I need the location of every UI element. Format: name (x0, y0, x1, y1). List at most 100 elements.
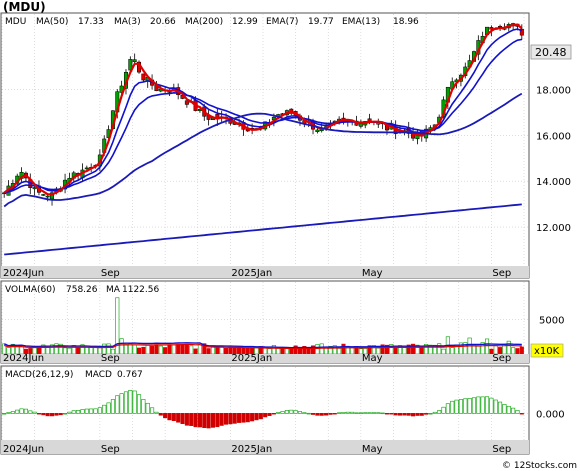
candle-body (84, 167, 89, 170)
macd-bar (202, 413, 207, 428)
last-price-box (530, 44, 572, 60)
macd-bar (332, 413, 337, 415)
volume-ma-line (3, 342, 522, 349)
volume-bar (419, 346, 424, 355)
macd-bar (193, 413, 198, 428)
macd-bar (210, 413, 216, 428)
macd-bar (167, 413, 172, 421)
ma200-line (4, 203, 522, 256)
volume-bar (136, 347, 142, 355)
macd-bar (297, 411, 303, 414)
price-tick-label: 18.000 (536, 86, 571, 97)
volume-bar (145, 344, 150, 355)
macd-bar (358, 412, 363, 414)
macd-bar (310, 413, 316, 415)
x-axis-band (1, 266, 529, 278)
legend-ma3-label: MA(3) (114, 17, 141, 27)
macd-bar (228, 413, 233, 425)
macd-bar (437, 410, 442, 414)
volume-bar (163, 347, 168, 355)
macd-bar (428, 413, 433, 415)
macd-bar (389, 413, 394, 415)
macd-bar (506, 405, 511, 414)
candle-body (41, 194, 46, 196)
legend-ma200-value: 12.99 (232, 17, 258, 27)
candle-body (519, 28, 524, 36)
macd-bar (471, 397, 477, 414)
legend-macd-label: MACD (85, 370, 112, 380)
price-tick-label: 12.000 (536, 223, 571, 234)
price-tick-label: 14.000 (536, 177, 571, 188)
macd-bar (367, 412, 372, 414)
macd-bar (393, 413, 398, 416)
macd-bar (397, 413, 403, 416)
volma-line (4, 343, 522, 350)
volume-bar (158, 345, 163, 355)
legend-ma3-value: 20.66 (150, 17, 176, 27)
macd-bar (28, 410, 33, 414)
legend-ma50-value: 17.33 (78, 17, 104, 27)
legend-mdu-label: MDU (5, 17, 26, 27)
macd-bar (158, 413, 163, 416)
macd-bar (467, 398, 472, 414)
candle-body (45, 195, 50, 198)
price-tick-label: 16.000 (536, 131, 571, 142)
macd-bar (110, 399, 115, 414)
macd-bar (189, 413, 194, 426)
x-tick-label: 2025Jan (231, 268, 272, 279)
volume-bar (519, 346, 524, 355)
legend-ma200-label: MA(200) (185, 17, 223, 27)
candle-body (315, 129, 320, 133)
volume-bar (67, 347, 72, 355)
macd-bar (441, 406, 446, 414)
macd-bar (58, 413, 63, 416)
volume-bar (484, 338, 490, 355)
legend-macd-value: 0.767 (117, 370, 143, 380)
macd-bar (450, 400, 455, 414)
legend-ma50-label: MA(50) (36, 17, 68, 27)
volume-bar (180, 344, 185, 355)
watermark: © 12Stocks.com (502, 461, 577, 471)
x-tick-label: Sep (492, 353, 511, 364)
volume-bar (63, 347, 68, 355)
volume-bar (284, 347, 289, 355)
x-tick-label: May (362, 353, 383, 364)
candle-body (132, 59, 137, 63)
x-tick-label: 2025Jan (231, 444, 272, 455)
macd-bar (267, 413, 272, 416)
macd-bar (363, 412, 368, 414)
ma50-line (3, 92, 523, 208)
macd-bar (232, 413, 237, 424)
macd-bar (10, 411, 15, 414)
candle-body (184, 100, 189, 105)
macd-bar (284, 410, 289, 414)
macd-legend: MACD(26,12,9) MACD 0.767 (5, 370, 143, 380)
macd-bar (250, 413, 255, 422)
x-tick-label: Sep (101, 268, 120, 279)
macd-bar (136, 394, 142, 414)
macd-bar (223, 413, 229, 425)
macd-bar (63, 413, 68, 415)
volume-scale-label: x10K (534, 346, 560, 357)
volume-bar (511, 347, 516, 355)
macd-bar (97, 407, 102, 414)
macd-bar (67, 411, 72, 414)
macd-bar (41, 413, 46, 416)
volume-bar (167, 344, 172, 355)
volume-bar (206, 348, 211, 355)
volume-bar (132, 344, 137, 355)
macd-plot (2, 390, 524, 429)
macd-bar (128, 390, 133, 414)
macd-bar (2, 413, 7, 415)
macd-bar (219, 413, 224, 426)
volume-bar (223, 348, 229, 355)
macd-bar (454, 399, 459, 414)
volume-bar (450, 347, 455, 355)
macd-bar (463, 398, 468, 414)
macd-bar (89, 408, 94, 414)
x-tick-label: 2024Jun (3, 353, 44, 364)
macd-bar (315, 413, 320, 416)
volume-bar (123, 344, 129, 355)
volume-tick-label: 5000 (539, 315, 564, 326)
